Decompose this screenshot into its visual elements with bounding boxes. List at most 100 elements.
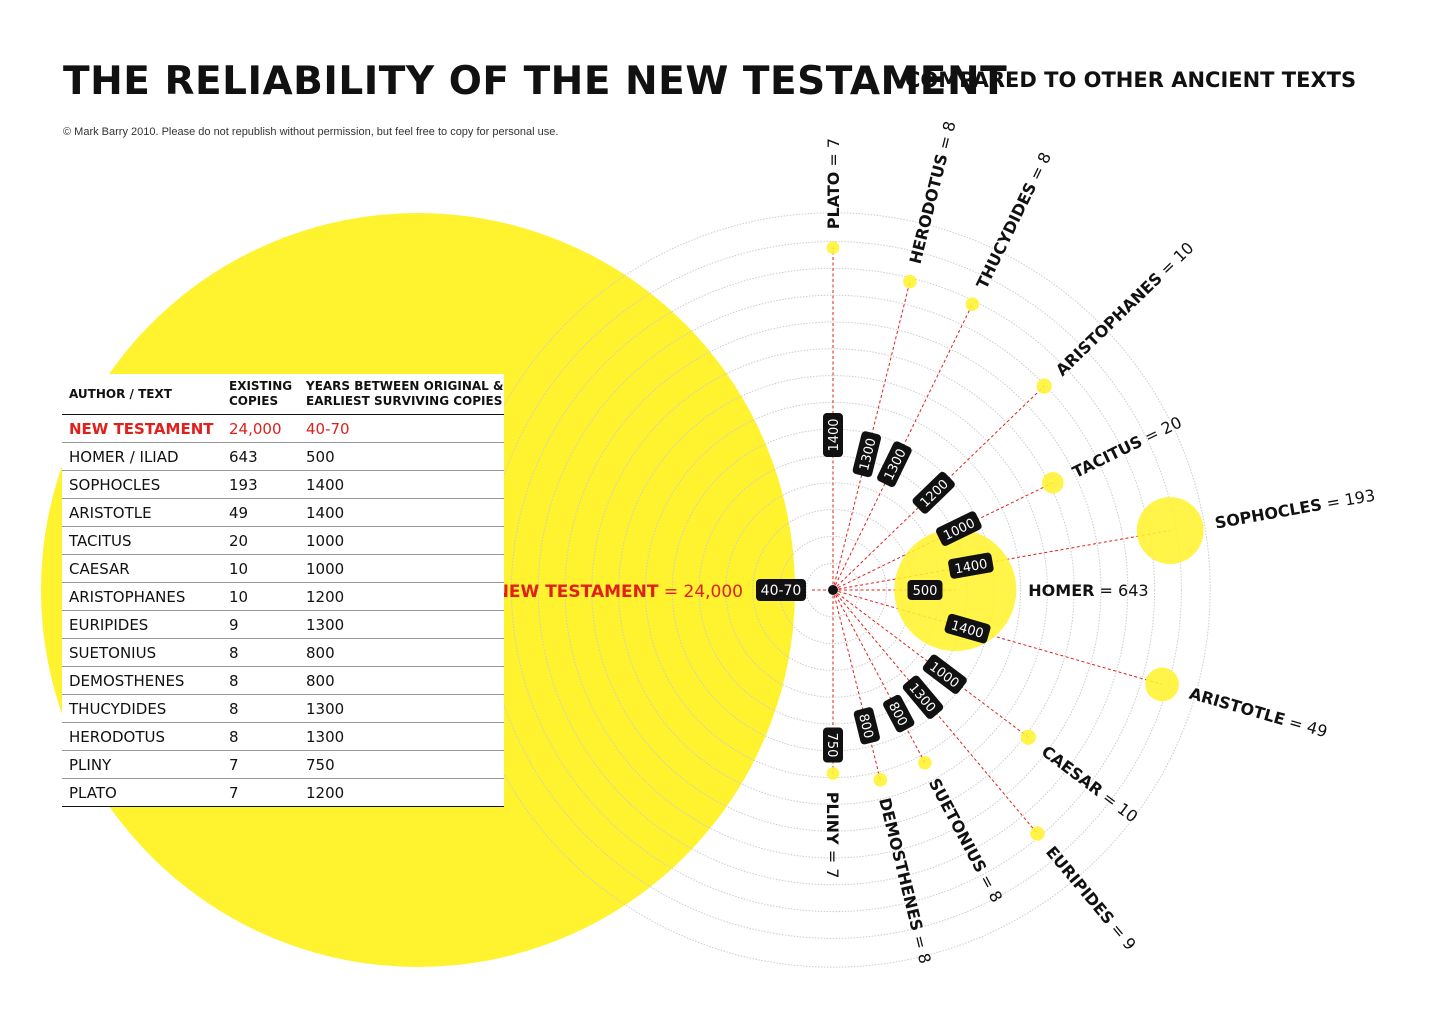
distance-ring: [591, 348, 1075, 832]
author-name: TACITUS: [1069, 432, 1145, 482]
author-copies: = 643: [1094, 581, 1148, 600]
label-caesar: CAESAR = 10: [1038, 742, 1141, 827]
distance-ring: [618, 375, 1048, 805]
badge-text: 500: [913, 584, 938, 599]
badge-bg: [823, 727, 843, 763]
author-name: ARISTOTLE: [1187, 684, 1287, 729]
connector-lines: [832, 247, 1171, 834]
author-name: HERODOTUS: [906, 152, 952, 266]
badge-homer: 500: [907, 580, 943, 600]
cell-copies: 49: [222, 498, 299, 527]
author-label: PLINY = 7: [823, 792, 842, 879]
label-sophocles: SOPHOCLES = 193: [1213, 486, 1376, 533]
label-suetonius: SUETONIUS = 8: [925, 775, 1006, 905]
cell-copies: 7: [222, 750, 299, 779]
cell-years: 500: [299, 442, 504, 471]
author-name: PLINY: [823, 792, 842, 845]
cell-author: SUETONIUS: [62, 638, 222, 667]
author-copies: = 49: [1282, 711, 1329, 741]
badge-bg: [883, 694, 915, 733]
label-herodotus: HERODOTUS = 8: [906, 119, 960, 266]
table-row: ARISTOPHANES 10 1200: [62, 582, 504, 611]
cell-copies: 9: [222, 610, 299, 639]
cell-copies: 8: [222, 666, 299, 695]
connector-aristophanes: [832, 385, 1045, 591]
author-copies: = 7: [823, 845, 842, 879]
cell-author: PLINY: [62, 750, 222, 779]
bubble-herodotus: [903, 274, 917, 289]
distance-ring: [510, 267, 1156, 913]
label-plato: PLATO = 7: [824, 138, 843, 229]
label-thucydides: THUCYDIDES = 8: [973, 149, 1056, 292]
author-name: SOPHOCLES: [1213, 495, 1323, 533]
cell-years: 800: [299, 666, 504, 695]
author-name: DEMOSTHENES: [875, 796, 926, 933]
badge-text: 1400: [954, 557, 989, 578]
bubble-sophocles: [1136, 497, 1204, 564]
cell-author: DEMOSTHENES: [62, 666, 222, 695]
connector-thucydides: [832, 304, 973, 591]
bubble-pliny: [826, 767, 840, 780]
cell-copies: 643: [222, 442, 299, 471]
badge-bg: [944, 613, 991, 644]
badge-herodotus: 1300: [852, 431, 882, 478]
cell-author: CAESAR: [62, 554, 222, 583]
author-label: EURIPIDES = 9: [1042, 842, 1140, 953]
author-label: HERODOTUS = 8: [906, 119, 960, 266]
table-row: PLINY 7 750: [62, 750, 504, 779]
badge-bg: [756, 579, 806, 601]
badge-bg: [877, 441, 912, 487]
author-copies: = 7: [824, 138, 843, 172]
author-copies: = 8: [933, 119, 960, 156]
new-testament-name: NEW TESTAMENT: [495, 582, 659, 602]
distance-ring: [455, 212, 1211, 968]
badge-bg: [853, 707, 880, 745]
bubble-aristophanes: [1036, 378, 1052, 394]
cell-author: NEW TESTAMENT: [62, 414, 222, 443]
bubble-plato: [826, 241, 840, 254]
badge-bg: [948, 552, 994, 579]
cell-years: 1300: [299, 610, 504, 639]
author-bubbles: [826, 241, 1204, 841]
label-aristotle: ARISTOTLE = 49: [1187, 684, 1329, 742]
badge-bg: [907, 580, 943, 600]
author-copies: = 8: [908, 928, 935, 965]
author-label: SOPHOCLES = 193: [1213, 486, 1376, 533]
badge-suetonius: 800: [883, 694, 915, 733]
badge-thucydides: 1300: [877, 441, 912, 487]
connector-aristotle: [832, 589, 1163, 685]
cell-copies: 8: [222, 694, 299, 723]
table-row: TACITUS 20 1000: [62, 526, 504, 555]
badge-bg: [902, 675, 944, 719]
page-subtitle: COMPARED TO OTHER ANCIENT TEXTS: [905, 68, 1357, 92]
label-homer: HOMER = 643: [1028, 581, 1148, 600]
label-euripides: EURIPIDES = 9: [1042, 842, 1140, 953]
cell-years: 1200: [299, 778, 504, 807]
cell-copies: 24,000: [222, 414, 299, 443]
author-copies: = 10: [1153, 238, 1198, 282]
cell-copies: 8: [222, 722, 299, 751]
badge-pliny: 750: [823, 727, 843, 763]
author-name: THUCYDIDES: [973, 179, 1041, 291]
author-name: PLATO: [824, 172, 843, 230]
table-row: ARISTOTLE 49 1400: [62, 498, 504, 527]
distance-ring: [537, 294, 1129, 886]
cell-copies: 7: [222, 778, 299, 807]
badge-bg: [936, 511, 982, 546]
cell-years: 750: [299, 750, 504, 779]
author-name: EURIPIDES: [1042, 842, 1118, 927]
bubble-euripides: [1030, 826, 1045, 841]
cell-years: 1200: [299, 582, 504, 611]
cell-copies: 10: [222, 582, 299, 611]
connector-herodotus: [832, 281, 911, 591]
table-header-row: AUTHOR / TEXT EXISTING COPIES YEARS BETW…: [62, 374, 504, 415]
badge-new-testament: 40-70: [756, 579, 806, 601]
distance-ring: [805, 562, 861, 618]
new-testament-copies: = 24,000: [658, 582, 743, 602]
author-copies: = 193: [1320, 486, 1377, 514]
table-row: DEMOSTHENES 8 800: [62, 666, 504, 695]
connector-euripides: [832, 589, 1038, 834]
cell-copies: 20: [222, 526, 299, 555]
cell-years: 1300: [299, 694, 504, 723]
